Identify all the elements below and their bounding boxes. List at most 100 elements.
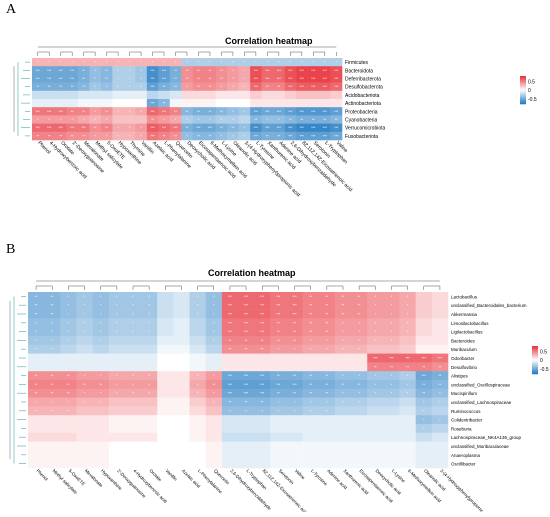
panel-b-significance-mark: ***: [228, 321, 233, 325]
panel-b-cell: [109, 459, 125, 468]
panel-b-cell: [157, 415, 173, 424]
panel-a-cell: [193, 99, 205, 108]
panel-b-cell: [125, 406, 141, 415]
panel-b-cell: [44, 424, 60, 433]
panel-b-cell: [157, 380, 173, 389]
panel-a-cell: [193, 91, 205, 100]
panel-b-cell: [432, 433, 448, 442]
panel-b-cell: [254, 415, 270, 424]
panel-b-significance-mark: ***: [260, 374, 265, 378]
panel-a-significance-mark: ***: [288, 85, 293, 89]
panel-b-row-label: Mucispirillum: [451, 391, 477, 396]
panel-b-cell: [335, 354, 351, 363]
panel-b-column-label: Vanillin: [165, 468, 179, 482]
panel-a-cell: [250, 99, 262, 108]
panel-b-cell: [157, 345, 173, 354]
panel-b-cell: [335, 362, 351, 371]
panel-b-row-label: Ligilactobacillus: [451, 330, 483, 335]
panel-a-legend-swatch: [520, 103, 526, 105]
panel-b-cell: [432, 345, 448, 354]
panel-b-cell: [157, 424, 173, 433]
panel-a-significance-mark: ***: [47, 126, 52, 130]
panel-b-significance-mark: ***: [244, 392, 249, 396]
panel-b-cell: [76, 450, 92, 459]
panel-b-cell: [432, 318, 448, 327]
panel-b-cell: [335, 442, 351, 451]
panel-b-cell: [206, 345, 222, 354]
panel-b-cell: [222, 354, 238, 363]
panel-b-cell: [383, 424, 399, 433]
panel-b-cell: [270, 459, 286, 468]
panel-a-significance-mark: ***: [70, 126, 75, 130]
panel-a-cell: [124, 91, 136, 100]
panel-a-cell: [308, 91, 320, 100]
panel-a-cell: [170, 91, 182, 100]
panel-b-cell: [432, 442, 448, 451]
panel-b-cell: [157, 301, 173, 310]
panel-a-cell: [319, 91, 331, 100]
panel-b-cell: [319, 433, 335, 442]
panel-b-cell: [173, 433, 189, 442]
panel-b-row-label: Ruminococcus: [451, 409, 481, 414]
panel-b-cell: [351, 442, 367, 451]
panel-b-cell: [206, 459, 222, 468]
panel-b-cell: [206, 362, 222, 371]
panel-b-cell: [173, 327, 189, 336]
panel-b-cell: [416, 327, 432, 336]
panel-a-significance-mark: ***: [151, 85, 156, 89]
panel-b-cell: [383, 450, 399, 459]
panel-a-row-label: Proteobacteria: [345, 109, 378, 115]
panel-a-significance-mark: ***: [36, 126, 41, 130]
panel-a-title: Correlation heatmap: [225, 36, 313, 46]
panel-a-significance-mark: ***: [300, 85, 305, 89]
panel-b-cell: [351, 424, 367, 433]
panel-b-cell: [286, 459, 302, 468]
panel-b-cell: [157, 450, 173, 459]
panel-b-cell: [400, 336, 416, 345]
panel-b-column-label: Valine: [294, 468, 306, 480]
panel-b-title: Correlation heatmap: [208, 268, 296, 278]
panel-a-significance-mark: ***: [288, 126, 293, 130]
panel-a-cell: [319, 99, 331, 108]
panel-b-significance-mark: ***: [260, 295, 265, 299]
panel-b-cell: [238, 442, 254, 451]
panel-b-cell: [173, 406, 189, 415]
panel-b-cell: [60, 424, 76, 433]
panel-a-legend-tick: 0.5: [528, 79, 535, 85]
panel-a-significance-mark: ***: [334, 77, 339, 81]
panel-a-significance-mark: ***: [334, 126, 339, 130]
panel-b-cell: [238, 450, 254, 459]
panel-b-cell: [222, 459, 238, 468]
panel-b-cell: [238, 459, 254, 468]
panel-b-significance-mark: ***: [276, 383, 281, 387]
panel-a-significance-mark: ***: [208, 126, 213, 130]
panel-a-significance-mark: ***: [334, 69, 339, 73]
panel-b-cell: [400, 450, 416, 459]
panel-b-cell: [28, 424, 44, 433]
panel-a-cell: [308, 99, 320, 108]
panel-b-cell: [238, 415, 254, 424]
panel-b-cell: [157, 354, 173, 363]
panel-b-cell: [93, 459, 109, 468]
panel-a-significance-mark: ***: [311, 69, 316, 73]
panel-b-cell: [190, 354, 206, 363]
panel-a-significance-mark: ***: [323, 69, 328, 73]
panel-b-cell: [400, 442, 416, 451]
panel-a-significance-mark: ***: [265, 77, 270, 81]
panel-a-cell: [262, 99, 274, 108]
panel-b-cell: [141, 442, 157, 451]
panel-b-cell: [367, 424, 383, 433]
panel-b-cell: [222, 433, 238, 442]
panel-b-cell: [76, 415, 92, 424]
panel-b-cell: [141, 415, 157, 424]
panel-b-cell: [190, 433, 206, 442]
panel-b-cell: [157, 442, 173, 451]
panel-b-cell: [109, 354, 125, 363]
panel-b-cell: [28, 433, 44, 442]
panel-b-cell: [383, 415, 399, 424]
panel-b-cell: [109, 415, 125, 424]
panel-a-significance-mark: ***: [288, 69, 293, 73]
panel-b-legend-tick: 0.5: [540, 349, 547, 355]
panel-b-cell: [351, 354, 367, 363]
panel-a-significance-mark: ***: [311, 77, 316, 81]
